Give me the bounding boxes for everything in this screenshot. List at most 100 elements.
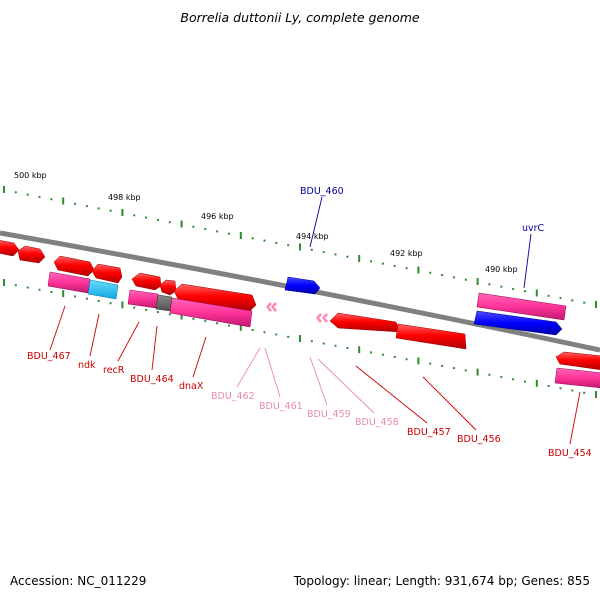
scale-tick-major (62, 197, 65, 205)
scale-tick-minor (381, 262, 384, 265)
scale-tick-minor (488, 373, 491, 376)
gene-bar[interactable] (155, 294, 173, 312)
gene-label-recr[interactable]: recR (103, 365, 125, 376)
scale-label-496: 496 kbp (201, 212, 234, 221)
gene-bar[interactable] (127, 289, 159, 309)
gene-bar[interactable] (554, 367, 600, 389)
scale-tick-minor (559, 297, 562, 300)
scale-tick-minor (133, 214, 136, 217)
scale-tick-minor (346, 347, 349, 349)
gene-label-bdu464[interactable]: BDU_464 (130, 374, 174, 385)
gene-label-uvrc[interactable]: uvrC (522, 223, 545, 234)
gene-label-dnax[interactable]: dnaX (179, 381, 204, 392)
scale-tick-major (62, 290, 65, 298)
scale-tick-minor (133, 306, 136, 309)
small-genes (266, 302, 328, 323)
scale-tick-minor (393, 355, 396, 358)
genes-lower-row (47, 271, 600, 389)
scale-tick-minor (50, 291, 53, 293)
scale-ticks-outer (3, 186, 597, 308)
gene-label-bdu454[interactable]: BDU_454 (548, 448, 592, 459)
scale-tick-minor (571, 389, 574, 392)
leader-ndk (89, 313, 100, 357)
gene-label-bdu460[interactable]: BDU_460 (300, 186, 344, 197)
scale-tick-major (358, 255, 361, 262)
gene-chevron[interactable] (322, 313, 328, 323)
scale-tick-minor (251, 329, 254, 331)
scale-tick-minor (310, 248, 313, 251)
gene-label-bdu459[interactable]: BDU_459 (307, 409, 351, 420)
accession-label: Accession: NC_011229 (10, 574, 147, 588)
scale-tick-minor (50, 198, 53, 201)
gene-arrow[interactable] (131, 272, 162, 291)
gene-chevron[interactable] (266, 302, 272, 312)
scale-tick-major (299, 243, 301, 251)
scale-tick-major (535, 289, 538, 297)
gene-label-bdu461[interactable]: BDU_461 (259, 401, 303, 412)
gene-arrow[interactable] (555, 351, 600, 370)
genome-stats-label: Topology: linear; Length: 931,674 bp; Ge… (293, 574, 590, 588)
gene-labels: BDU_467 ndk recR BDU_464 dnaX BDU_462 BD… (27, 186, 592, 459)
scale-tick-major (299, 335, 301, 342)
scale-tick-minor (156, 311, 159, 314)
gene-label-bdu457[interactable]: BDU_457 (407, 427, 451, 438)
gene-bar[interactable] (169, 297, 253, 328)
leader-bdu454 (569, 391, 581, 445)
scale-tick-major (239, 232, 242, 239)
label-leader-lines (49, 196, 581, 445)
leader-bdu456 (422, 376, 477, 431)
scale-tick-minor (547, 294, 550, 297)
scale-tick-minor (346, 255, 349, 258)
scale-tick-minor (26, 286, 29, 289)
scale-tick-minor (85, 205, 88, 208)
scale-label-498: 498 kbp (108, 193, 141, 202)
scale-tick-minor (228, 232, 230, 235)
scale-tick-minor (429, 362, 432, 365)
gene-label-bdu467[interactable]: BDU_467 (27, 351, 71, 362)
gene-label-bdu462[interactable]: BDU_462 (211, 391, 255, 402)
gene-arrow-bdu460[interactable] (284, 276, 321, 295)
gene-arrow[interactable] (17, 245, 46, 264)
scale-tick-minor (192, 317, 195, 320)
scale-tick-minor (168, 313, 171, 316)
scale-tick-minor (512, 378, 515, 381)
gene-chevron[interactable] (316, 313, 322, 323)
scale-tick-minor (334, 253, 337, 256)
gene-label-ndk[interactable]: ndk (78, 360, 96, 371)
gene-label-bdu458[interactable]: BDU_458 (355, 417, 399, 428)
gene-chevron[interactable] (271, 302, 277, 312)
gene-bar-ndk[interactable] (87, 279, 119, 300)
scale-tick-major (595, 301, 597, 308)
leader-bdu460 (309, 196, 323, 248)
scale-tick-minor (524, 290, 526, 293)
scale-tick-minor (571, 299, 574, 302)
scale-tick-major (535, 379, 538, 387)
gene-bar[interactable] (476, 292, 567, 321)
scale-tick-minor (583, 391, 586, 394)
scale-tick-major (595, 391, 597, 398)
scale-tick-minor (381, 353, 384, 356)
scale-tick-major (476, 368, 479, 376)
map-title: Borrelia duttonii Ly, complete genome (180, 10, 420, 25)
leader-recr (117, 321, 140, 362)
scale-tick-minor (74, 202, 76, 205)
scale-tick-minor (452, 367, 455, 370)
gene-arrow[interactable] (0, 240, 20, 257)
scale-label-490: 490 kbp (485, 265, 518, 274)
scale-tick-minor (370, 351, 372, 354)
gene-arrow[interactable] (395, 323, 467, 350)
gene-arrow-uvrc[interactable] (473, 310, 563, 336)
gene-label-bdu456[interactable]: BDU_456 (457, 434, 501, 445)
scale-tick-minor (145, 216, 148, 219)
scale-tick-minor (287, 335, 290, 338)
gene-arrow[interactable] (159, 279, 177, 296)
scale-tick-minor (228, 324, 230, 327)
gene-arrow[interactable] (329, 312, 401, 333)
scale-tick-minor (275, 333, 278, 336)
scale-tick-minor (38, 195, 41, 198)
scale-tick-minor (524, 380, 526, 383)
gene-arrow[interactable] (53, 255, 95, 277)
leader-bdu459 (309, 356, 328, 406)
scale-tick-major (121, 209, 124, 216)
gene-arrow[interactable] (91, 263, 123, 284)
